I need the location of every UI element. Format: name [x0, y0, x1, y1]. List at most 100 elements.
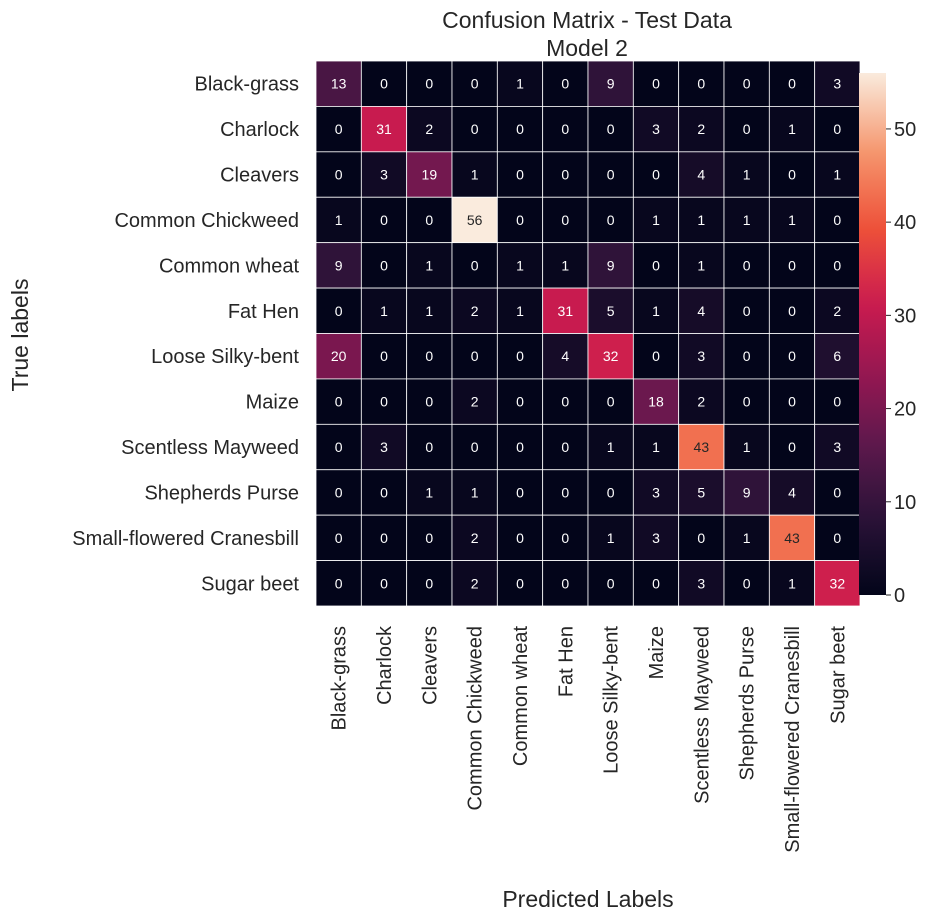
cell-value: 0: [788, 76, 796, 92]
y-tick-label: Scentless Mayweed: [121, 437, 299, 459]
heatmap-cell: [315, 151, 362, 198]
colorbar-tick-label: 0: [894, 585, 905, 607]
heatmap-cell: [406, 514, 453, 561]
cell-value: 0: [471, 348, 479, 364]
cell-value: 0: [425, 530, 433, 546]
heatmap-cell: [451, 423, 498, 471]
heatmap-cell: [315, 333, 362, 380]
cell-value: 3: [833, 76, 841, 92]
heatmap-cell: [315, 423, 362, 471]
cell-value: 0: [833, 530, 841, 546]
cell-value: 0: [380, 76, 388, 92]
x-tick-label: Common Chickweed: [465, 626, 487, 811]
y-tick-label: Common Chickweed: [114, 210, 299, 232]
x-tick-label: Sugar beet: [827, 626, 849, 724]
heatmap-cell: [542, 196, 589, 244]
cell-value: 1: [833, 167, 841, 183]
heatmap-cell: [723, 469, 770, 516]
cell-value: 0: [652, 76, 660, 92]
heatmap-cell: [496, 378, 544, 425]
cell-value: 0: [607, 575, 615, 591]
heatmap-cell: [723, 560, 770, 607]
cell-value: 0: [561, 484, 569, 500]
cell-value: 0: [743, 303, 751, 319]
cell-value: 1: [516, 76, 524, 92]
cell-value: 1: [743, 439, 751, 455]
cell-value: 1: [652, 303, 660, 319]
cell-value: 0: [471, 257, 479, 273]
cell-value: 1: [788, 121, 796, 137]
heatmap-cell: [814, 423, 861, 471]
heatmap-cell: [406, 151, 453, 198]
heatmap-cell: [587, 378, 634, 425]
cell-value: 0: [607, 212, 615, 228]
heatmap-cell: [360, 333, 408, 380]
x-tick-label: Charlock: [374, 625, 396, 705]
heatmap-cell: [678, 196, 725, 244]
heatmap-cell: [406, 60, 453, 107]
heatmap-cell: [451, 151, 498, 198]
cell-value: 0: [652, 348, 660, 364]
heatmap-cell: [360, 469, 408, 516]
cell-value: 0: [743, 575, 751, 591]
cell-value: 1: [743, 530, 751, 546]
cell-value: 0: [561, 212, 569, 228]
cell-value: 9: [607, 257, 615, 273]
heatmap-cell: [451, 196, 498, 244]
heatmap-cell: [678, 106, 725, 153]
x-tick-label: Shepherds Purse: [737, 626, 759, 781]
y-tick-label: Maize: [246, 392, 299, 414]
cell-value: 0: [425, 348, 433, 364]
y-axis-title: True labels: [7, 279, 33, 392]
heatmap-cell: [723, 106, 770, 153]
cell-value: 0: [516, 348, 524, 364]
heatmap-cell: [814, 378, 861, 425]
cell-value: 43: [784, 530, 800, 546]
cell-value: 19: [422, 167, 438, 183]
heatmap-cell: [496, 560, 544, 607]
heatmap-cell: [451, 333, 498, 380]
cell-value: 3: [652, 530, 660, 546]
heatmap-cell: [406, 560, 453, 607]
cell-value: 0: [607, 394, 615, 410]
heatmap-cell: [542, 514, 589, 561]
cell-value: 0: [788, 439, 796, 455]
heatmap-cell: [587, 333, 634, 380]
x-tick-label: Black-grass: [329, 626, 351, 730]
heatmap-cell: [496, 151, 544, 198]
heatmap-cell: [451, 106, 498, 153]
cell-value: 2: [471, 530, 479, 546]
y-tick-label: Black-grass: [195, 74, 299, 96]
cell-value: 0: [833, 484, 841, 500]
heatmap-cells: 13 0 0 0 1 0 9 0 0 0 0 30 31 2 0 0 0 0 3 2 0 1 00 3 19 1 0 0 0 0 4 1 0 11…: [315, 60, 861, 607]
cell-value: 0: [425, 439, 433, 455]
heatmap-cell: [814, 469, 861, 516]
cell-value: 0: [335, 121, 343, 137]
cell-value: 4: [788, 484, 796, 500]
cell-value: 0: [425, 575, 433, 591]
chart-subtitle: Model 2: [546, 35, 628, 61]
cell-value: 32: [603, 348, 619, 364]
cell-value: 9: [335, 257, 343, 273]
heatmap-cell: [360, 514, 408, 561]
colorbar-tick-label: 30: [894, 305, 916, 327]
heatmap-cell: [723, 60, 770, 107]
heatmap-cell: [632, 60, 680, 107]
cell-value: 0: [561, 575, 569, 591]
cell-value: 0: [425, 394, 433, 410]
cell-value: 0: [335, 484, 343, 500]
heatmap-cell: [768, 196, 816, 244]
heatmap-cell: [768, 514, 816, 561]
cell-value: 9: [743, 484, 751, 500]
heatmap-cell: [360, 60, 408, 107]
cell-value: 5: [607, 303, 615, 319]
colorbar-tick-label: 50: [894, 119, 916, 141]
colorbar-tick-label: 40: [894, 212, 916, 234]
cell-value: 0: [743, 76, 751, 92]
heatmap-cell: [542, 242, 589, 289]
cell-value: 0: [788, 257, 796, 273]
cell-value: 0: [607, 121, 615, 137]
heatmap-cell: [542, 287, 589, 334]
heatmap-cell: [723, 287, 770, 334]
cell-value: 0: [652, 575, 660, 591]
